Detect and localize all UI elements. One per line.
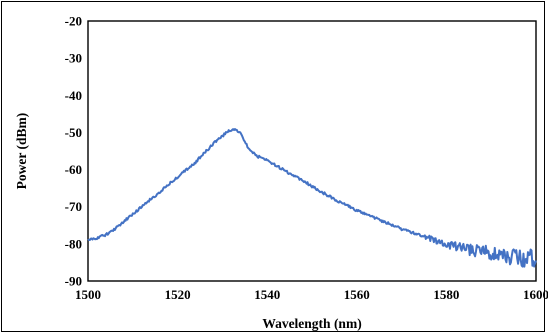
- plot-area: [87, 20, 537, 282]
- x-tick-label: 1500: [75, 287, 101, 302]
- y-tick-label: -80: [65, 236, 82, 251]
- x-tick-label: 1600: [523, 287, 548, 302]
- y-tick-label: -90: [65, 274, 82, 289]
- x-tick-label: 1560: [344, 287, 370, 302]
- spectrum-line: [87, 128, 537, 268]
- y-tick-label: -40: [65, 88, 82, 103]
- x-tick-label: 1520: [165, 287, 191, 302]
- y-axis-ticks: -20 -30 -40 -50 -60 -70 -80 -90: [65, 14, 82, 289]
- y-tick-label: -50: [65, 125, 82, 140]
- x-axis-ticks: 1500 1520 1540 1560 1580 1600: [75, 287, 548, 302]
- x-axis-label: Wavelength (nm): [262, 316, 361, 331]
- y-tick-label: -20: [65, 14, 82, 29]
- x-tick-label: 1580: [433, 287, 459, 302]
- series-layer: [87, 128, 537, 268]
- y-axis-label: Power (dBm): [14, 113, 29, 190]
- y-tick-label: -30: [65, 51, 82, 66]
- y-tick-label: -60: [65, 162, 82, 177]
- x-tick-label: 1540: [254, 287, 280, 302]
- y-tick-label: -70: [65, 199, 82, 214]
